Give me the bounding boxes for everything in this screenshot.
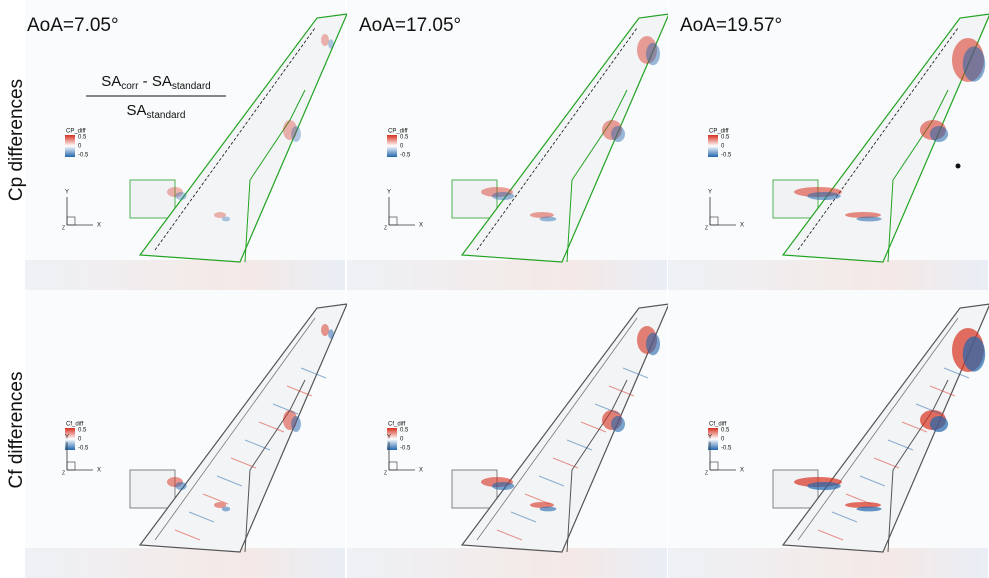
legend-tick: 0.5 <box>78 135 87 141</box>
axis-label: X <box>97 223 101 229</box>
flow-blue <box>930 126 948 142</box>
axis-label: Y <box>708 435 712 441</box>
symmetry-strip <box>25 548 345 578</box>
panel: Cf_diff0.50-0.5YXZ <box>668 290 989 578</box>
subscript: corr <box>121 81 139 92</box>
legend-tick: -0.5 <box>78 446 89 452</box>
legend-colorbar <box>387 135 397 157</box>
axis-label: Z <box>384 225 387 231</box>
legend-tick: -0.5 <box>400 153 411 159</box>
row-label: Cp differences <box>6 79 27 201</box>
symmetry-strip <box>668 548 988 578</box>
flow-blue <box>856 217 881 222</box>
legend-colorbar <box>65 135 75 157</box>
flow-blue <box>492 192 514 200</box>
legend-tick: 0.5 <box>78 428 87 434</box>
legend-tick: -0.5 <box>78 153 89 159</box>
flow-blue <box>540 507 557 512</box>
flow-blue <box>328 39 334 49</box>
symmetry-strip <box>347 548 667 578</box>
column-title: AoA=7.05° <box>27 15 119 36</box>
legend-tick: 0.5 <box>721 428 730 434</box>
fuselage-block <box>773 470 818 508</box>
axis-label: Z <box>62 470 65 476</box>
axis-label: Z <box>705 225 708 231</box>
flow-blue <box>963 46 985 81</box>
flow-blue <box>291 126 301 142</box>
legend-colorbar <box>708 135 718 157</box>
flow-red <box>321 34 329 46</box>
text: - SA <box>138 73 171 90</box>
flow-red <box>321 324 329 336</box>
figure: AoA=7.05°CP_diff0.50-0.5YXZAoA=17.05°CP_… <box>0 0 989 578</box>
fuselage-block <box>130 180 175 218</box>
text: SA <box>101 73 121 90</box>
subscript: standard <box>172 81 211 92</box>
axis-label: Y <box>65 435 69 441</box>
flow-blue <box>540 217 557 222</box>
legend-tick: 0.5 <box>400 428 409 434</box>
axis-label: Z <box>705 470 708 476</box>
flow-blue <box>646 43 660 65</box>
flow-blue <box>291 416 301 432</box>
flow-blue <box>963 336 985 371</box>
legend-tick: -0.5 <box>721 153 732 159</box>
symmetry-strip <box>347 260 667 290</box>
flow-blue <box>646 333 660 355</box>
axis-label: Y <box>65 190 69 196</box>
fuselage-block <box>130 470 175 508</box>
dot <box>956 164 961 169</box>
flow-blue <box>175 192 186 200</box>
flow-blue <box>328 329 334 339</box>
axis-label: X <box>419 223 423 229</box>
axis-label: Y <box>387 190 391 196</box>
row-label: Cf differences <box>6 372 27 489</box>
flow-blue <box>492 482 514 490</box>
symmetry-strip <box>668 260 988 290</box>
flow-blue <box>222 217 230 222</box>
axis-label: Y <box>387 435 391 441</box>
flow-blue <box>611 126 625 142</box>
legend-tick: -0.5 <box>721 446 732 452</box>
flow-blue <box>930 416 948 432</box>
axis-label: X <box>740 223 744 229</box>
axis-label: Z <box>62 225 65 231</box>
fuselage-block <box>452 470 497 508</box>
text: SA <box>127 102 147 119</box>
flow-blue <box>175 482 186 490</box>
fuselage-block <box>452 180 497 218</box>
axis-label: Y <box>708 190 712 196</box>
legend-tick: 0.5 <box>721 135 730 141</box>
flow-blue <box>856 507 881 512</box>
legend-tick: 0.5 <box>400 135 409 141</box>
fuselage-block <box>773 180 818 218</box>
flow-blue <box>222 507 230 512</box>
flow-blue <box>807 482 841 490</box>
column-title: AoA=19.57° <box>680 15 782 36</box>
axis-label: Z <box>384 470 387 476</box>
axis-label: X <box>740 468 744 474</box>
subscript: standard <box>147 110 186 121</box>
symmetry-strip <box>25 260 345 290</box>
column-title: AoA=17.05° <box>359 15 461 36</box>
legend-tick: -0.5 <box>400 446 411 452</box>
flow-blue <box>807 192 841 200</box>
axis-label: X <box>97 468 101 474</box>
axis-label: X <box>419 468 423 474</box>
flow-blue <box>611 416 625 432</box>
